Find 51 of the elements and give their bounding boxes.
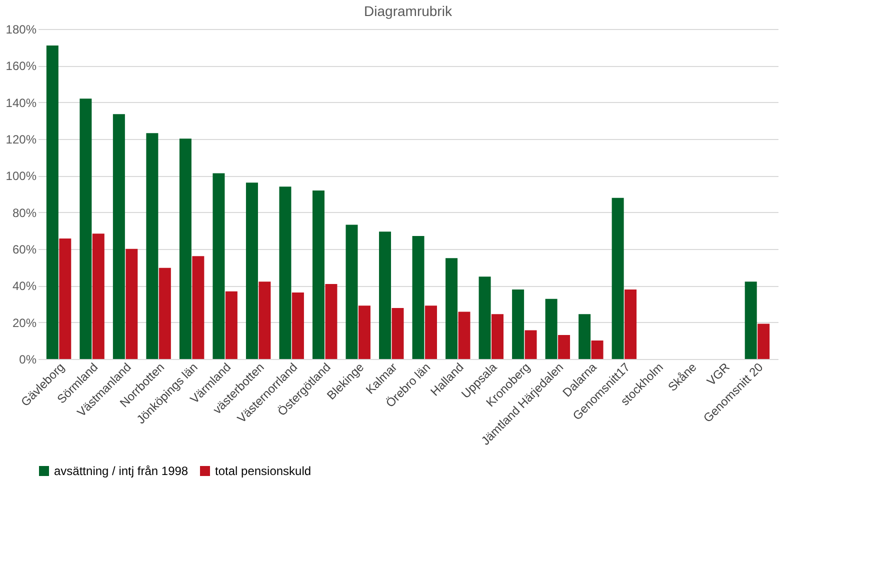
y-tick-label: 140% bbox=[6, 96, 37, 110]
y-tick-label: 100% bbox=[6, 169, 37, 184]
y-tick-label: 80% bbox=[12, 206, 37, 220]
y-tick-label: 0% bbox=[19, 352, 37, 366]
bar bbox=[392, 308, 404, 359]
bar bbox=[478, 276, 491, 359]
bar bbox=[524, 330, 537, 359]
bar bbox=[46, 46, 58, 359]
y-tick-label: 120% bbox=[6, 132, 37, 146]
bar bbox=[279, 186, 292, 359]
bar bbox=[379, 232, 392, 359]
bar bbox=[591, 340, 604, 359]
bar bbox=[80, 98, 92, 359]
bar bbox=[146, 133, 158, 359]
bar bbox=[59, 238, 72, 359]
bar bbox=[424, 306, 437, 359]
legend-label: avsättning / intj från 1998 bbox=[54, 464, 188, 478]
bar bbox=[246, 182, 258, 359]
bar bbox=[325, 284, 338, 359]
y-tick-label: 60% bbox=[12, 242, 37, 256]
bar bbox=[358, 306, 370, 359]
bar bbox=[744, 282, 757, 359]
bar bbox=[624, 290, 637, 359]
bar bbox=[212, 173, 225, 359]
bar bbox=[512, 290, 524, 359]
bar bbox=[558, 334, 570, 359]
bar bbox=[346, 224, 358, 359]
bar bbox=[492, 314, 504, 359]
bar bbox=[612, 198, 624, 359]
bar bbox=[92, 234, 104, 359]
bar bbox=[158, 268, 171, 359]
bar bbox=[112, 114, 125, 359]
bar bbox=[758, 324, 770, 359]
bar bbox=[312, 190, 324, 359]
y-tick-label: 160% bbox=[6, 59, 37, 74]
bar bbox=[192, 256, 204, 359]
bar bbox=[126, 248, 138, 359]
y-tick-label: 180% bbox=[6, 22, 37, 36]
bar bbox=[258, 282, 271, 359]
bar bbox=[458, 312, 470, 359]
y-tick-label: 40% bbox=[12, 279, 37, 294]
bar bbox=[578, 314, 591, 359]
bar bbox=[179, 138, 192, 359]
chart-title: Diagramrubrik bbox=[364, 3, 453, 19]
y-tick-label: 20% bbox=[12, 316, 37, 330]
legend-label: total pensionskuld bbox=[215, 464, 312, 478]
bar bbox=[446, 258, 458, 359]
bar bbox=[412, 236, 424, 359]
bar bbox=[545, 298, 558, 359]
bar bbox=[225, 291, 238, 359]
bar bbox=[292, 292, 304, 359]
